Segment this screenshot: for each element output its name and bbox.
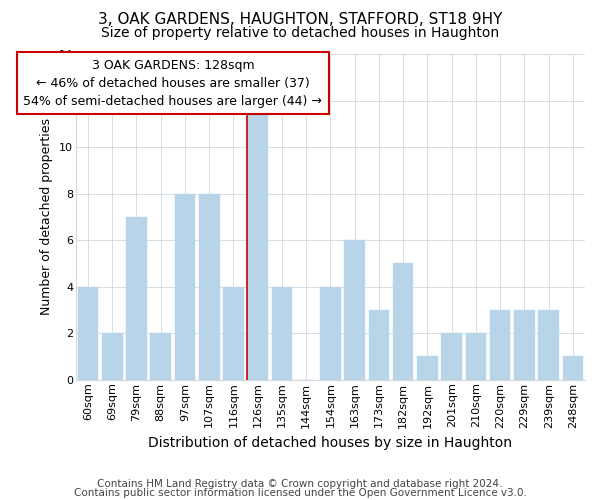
Bar: [151, 333, 171, 380]
Text: 3, OAK GARDENS, HAUGHTON, STAFFORD, ST18 9HY: 3, OAK GARDENS, HAUGHTON, STAFFORD, ST18…: [98, 12, 502, 28]
Bar: [563, 356, 583, 380]
Text: Contains public sector information licensed under the Open Government Licence v3: Contains public sector information licen…: [74, 488, 526, 498]
Bar: [466, 333, 486, 380]
Text: Size of property relative to detached houses in Haughton: Size of property relative to detached ho…: [101, 26, 499, 40]
Text: Contains HM Land Registry data © Crown copyright and database right 2024.: Contains HM Land Registry data © Crown c…: [97, 479, 503, 489]
Y-axis label: Number of detached properties: Number of detached properties: [40, 118, 53, 316]
Bar: [538, 310, 559, 380]
Bar: [126, 217, 147, 380]
Bar: [344, 240, 365, 380]
Bar: [320, 286, 341, 380]
Bar: [175, 194, 195, 380]
Bar: [199, 194, 220, 380]
Bar: [272, 286, 292, 380]
Bar: [417, 356, 438, 380]
Bar: [514, 310, 535, 380]
Bar: [77, 286, 98, 380]
Bar: [442, 333, 462, 380]
Bar: [393, 264, 413, 380]
Bar: [490, 310, 511, 380]
Bar: [247, 100, 268, 380]
Bar: [223, 286, 244, 380]
Bar: [368, 310, 389, 380]
X-axis label: Distribution of detached houses by size in Haughton: Distribution of detached houses by size …: [148, 436, 512, 450]
Bar: [102, 333, 122, 380]
Text: 3 OAK GARDENS: 128sqm
← 46% of detached houses are smaller (37)
54% of semi-deta: 3 OAK GARDENS: 128sqm ← 46% of detached …: [23, 58, 322, 108]
